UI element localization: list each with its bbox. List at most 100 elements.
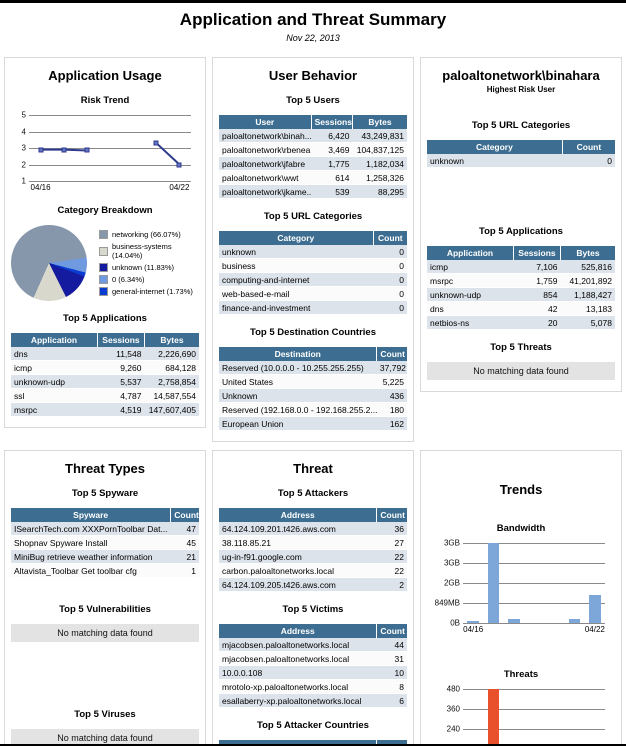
table-row: 64.124.109.205.t426.aws.com 2 — [219, 577, 407, 592]
data-point-marker — [84, 147, 90, 153]
panel-title-threat: Threat — [293, 461, 333, 476]
table-cell: Unknown — [219, 388, 377, 403]
table-row: Unknown 436 — [219, 388, 407, 403]
table-cell: 8 — [376, 679, 407, 694]
risk-trend-chart: 5 4 3 2 1 04/16 04/22 — [15, 111, 191, 193]
table-cell: 0 — [562, 154, 615, 168]
table-cell: 539 — [311, 184, 353, 199]
table-cell: web-based-e-mail — [219, 286, 374, 301]
table-cell: ssl — [11, 388, 98, 403]
table-cell: paloaltonetwork\rbenea — [219, 142, 312, 157]
table-cell: 21 — [170, 549, 199, 564]
table-cell: icmp — [11, 360, 98, 375]
table-row: United States 5,225 — [219, 374, 407, 389]
bar-slot — [504, 543, 524, 623]
table-row: unknown-udp 854 1,188,427 — [427, 287, 615, 302]
y-tick-label: 5 — [21, 110, 26, 120]
bar-slot — [463, 689, 483, 744]
plot-area — [29, 115, 191, 182]
y-tick-label: 2GB — [443, 578, 460, 588]
data-table: Category Count unknown 0 business 0 computing-… — [219, 231, 407, 315]
panel-title-application-usage: Application Usage — [48, 68, 162, 83]
bandwidth-chart: 3GB 3GB 2GB 849MB 0B 04/16 04/22 — [429, 539, 605, 635]
column-header: Destination — [219, 347, 377, 361]
data-table: Category Count unknown 0 — [427, 140, 615, 168]
table-cell: 14,587,554 — [144, 388, 199, 403]
pie — [11, 225, 87, 301]
panel-threat: Threat Top 5 Attackers Address Count 64.12… — [212, 450, 414, 744]
table-cell: icmp — [427, 260, 514, 274]
table-cell: 180 — [376, 402, 407, 417]
table-cell: 36 — [376, 522, 407, 536]
table-cell: 88,295 — [352, 184, 407, 199]
table-row: Shopnav Spyware Install 45 — [11, 535, 199, 550]
x-axis-labels: 04/16 04/22 — [29, 181, 191, 193]
bar — [487, 689, 500, 744]
y-tick-label: 1 — [21, 176, 26, 186]
section-title-category-breakdown: Category Breakdown — [57, 205, 153, 216]
bar-slot — [524, 543, 544, 623]
legend-item: unknown (11.83%) — [99, 263, 199, 272]
table-row: carbon.paloaltonetworks.local 22 — [219, 563, 407, 578]
legend-swatch — [99, 275, 108, 284]
table-row: mjacobsen.paloaltonetworks.local 31 — [219, 651, 407, 666]
table-cell: msrpc — [11, 402, 98, 417]
table-cell: 684,128 — [144, 360, 199, 375]
column-header: Count — [376, 347, 407, 361]
table-cell: finance-and-investment — [219, 300, 374, 315]
data-table: CountryCountUnited States91Reserved (10.… — [219, 740, 407, 744]
risk-url-categories-table: Category Count unknown 0 — [427, 140, 615, 168]
column-header: Bytes — [143, 333, 199, 347]
table-row: MiniBug retrieve weather information 21 — [11, 549, 199, 564]
column-header: Count — [372, 231, 407, 245]
table-cell: Reserved (192.168.0.0 - 192.168.255.2... — [219, 402, 377, 417]
table-cell: 6,420 — [311, 129, 353, 143]
table-cell: 3,469 — [311, 142, 353, 157]
destination-countries-table: Destination Count Reserved (10.0.0.0 - 10.… — [219, 347, 407, 431]
column-header: Application — [11, 333, 98, 347]
no-data-row: No matching data found — [11, 729, 199, 744]
gridline — [463, 563, 605, 564]
table-row: paloaltonetwork\wwt 614 1,258,326 — [219, 170, 407, 185]
table-row: finance-and-investment 0 — [219, 300, 407, 315]
table-row: unknown 0 — [219, 245, 407, 259]
table-cell: 0 — [373, 258, 407, 273]
data-table: User Sessions Bytes paloaltonetwork\binah..… — [219, 115, 407, 199]
y-axis: 5 4 3 2 1 — [15, 111, 29, 186]
gridline — [463, 729, 605, 730]
gridline — [463, 543, 605, 544]
section-title-spyware: Top 5 Spyware — [71, 488, 139, 499]
column-header: Count — [561, 140, 615, 154]
table-cell: 37,792 — [376, 361, 407, 375]
table-header-row: Category Count — [219, 231, 407, 245]
table-cell: unknown — [219, 245, 374, 259]
table-row: ISearchTech.com XXXPornToolbar Dat... 47 — [11, 522, 199, 536]
column-header: Application — [427, 246, 514, 260]
section-title-risk-threats: Top 5 Threats — [490, 342, 552, 353]
data-table: Application Sessions Bytes dns 11,548 2,226,6… — [11, 333, 199, 417]
legend-swatch — [99, 230, 108, 239]
table-cell: unknown-udp — [11, 374, 98, 389]
panel-highest-risk-user: paloaltonetwork\binahara Highest Risk Us… — [420, 57, 622, 392]
table-cell: 64.124.109.205.t426.aws.com — [219, 577, 377, 592]
bar — [568, 618, 581, 623]
page-title: Application and Threat Summary — [179, 10, 447, 29]
column-header: Spyware — [11, 508, 171, 522]
bar — [507, 619, 520, 623]
bars — [463, 689, 605, 744]
spyware-table: Spyware Count ISearchTech.com XXXPornToolb… — [11, 508, 199, 578]
data-table: Address Count mjacobsen.paloaltonetworks.l… — [219, 624, 407, 708]
y-tick-label: 3GB — [443, 538, 460, 548]
section-title-destination-countries: Top 5 Destination Countries — [250, 327, 376, 338]
y-axis: 3GB 3GB 2GB 849MB 0B — [429, 539, 463, 628]
legend-item: general-internet (1.73%) — [99, 287, 199, 296]
section-title-bandwidth: Bandwidth — [496, 523, 546, 534]
gridline — [29, 181, 191, 182]
legend-swatch — [99, 287, 108, 296]
panel-user-behavior: User Behavior Top 5 Users User Sessions By… — [212, 57, 414, 442]
table-row: paloaltonetwork\rbenea 3,469 104,837,125 — [219, 142, 407, 157]
table-cell: 22 — [376, 563, 407, 578]
column-header: Address — [219, 624, 377, 638]
plot-area — [463, 543, 605, 624]
